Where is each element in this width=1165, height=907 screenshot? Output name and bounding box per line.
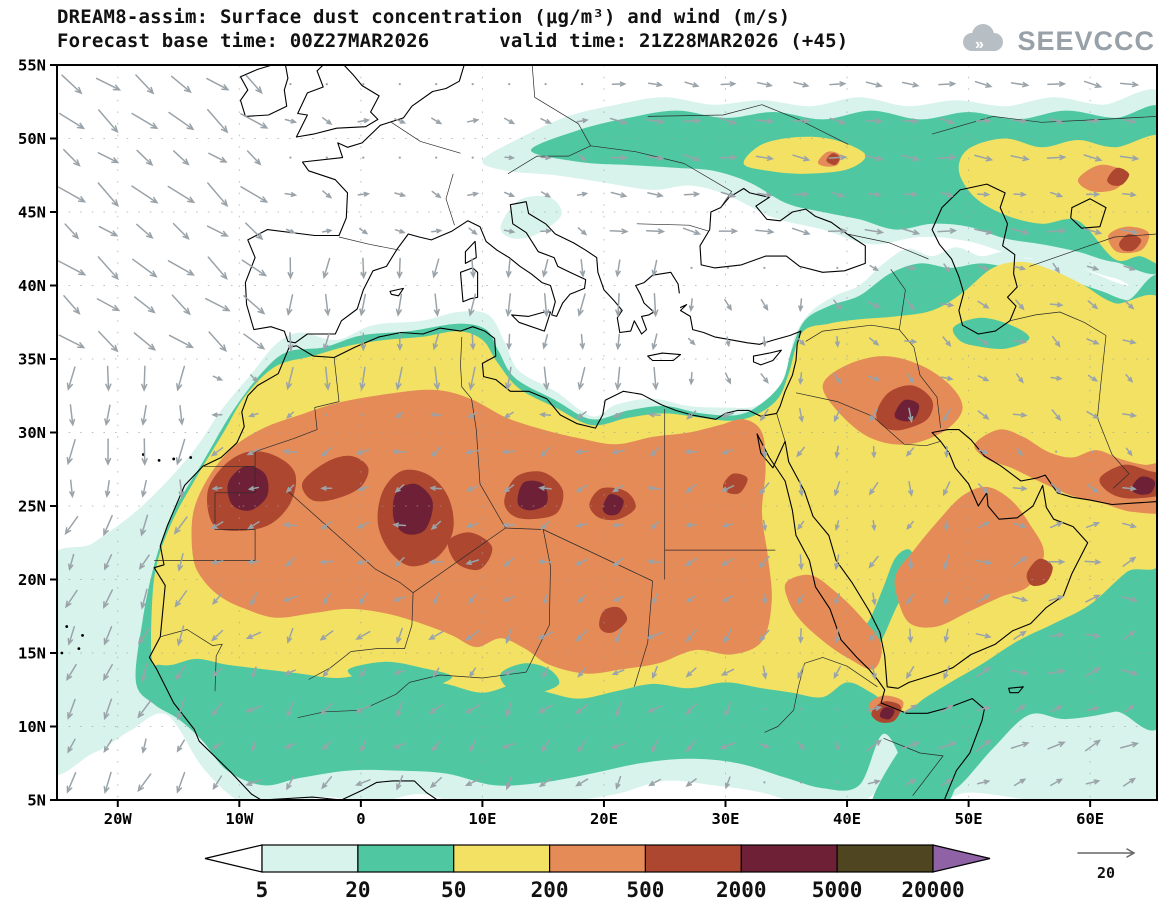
lon-tick-label: 40E bbox=[833, 810, 861, 828]
lat-tick-label: 50N bbox=[18, 130, 46, 148]
wind-reference-label: 20 bbox=[1097, 864, 1115, 882]
svg-text:»: » bbox=[975, 36, 984, 53]
colorbar-label: 50 bbox=[441, 878, 466, 902]
plot-title: DREAM8-assim: Surface dust concentration… bbox=[57, 6, 791, 28]
colorbar-label: 5000 bbox=[812, 878, 863, 902]
lat-tick-label: 5N bbox=[27, 792, 46, 810]
lon-axis: 20W 10W 0 10E 20E 30E 40E 50E 60E bbox=[104, 800, 1104, 828]
colorbar-label: 200 bbox=[531, 878, 569, 902]
lat-tick-label: 55N bbox=[18, 57, 46, 75]
map-area bbox=[57, 65, 1157, 800]
colorbar: 5 20 50 200 500 2000 5000 20000 bbox=[204, 844, 991, 902]
lat-axis: 55N 50N 45N 40N 35N 30N 25N 20N 15N 10N 5N bbox=[18, 57, 57, 810]
lat-tick-label: 20N bbox=[18, 571, 46, 589]
lon-tick-label: 0 bbox=[356, 810, 365, 828]
colorbar-label: 5 bbox=[256, 878, 269, 902]
cloud-icon: » bbox=[956, 22, 1010, 60]
lon-tick-label: 10E bbox=[468, 810, 496, 828]
lon-tick-label: 20W bbox=[104, 810, 133, 828]
wind-reference: 20 bbox=[1077, 848, 1136, 882]
seevccc-logo: » SEEVCCC bbox=[956, 22, 1155, 60]
logo-text: SEEVCCC bbox=[1017, 25, 1155, 56]
colorbar-label: 20000 bbox=[901, 878, 964, 902]
lat-tick-label: 15N bbox=[18, 645, 46, 663]
lat-tick-label: 30N bbox=[18, 424, 46, 442]
dust-shading bbox=[57, 89, 1157, 800]
lon-tick-label: 10W bbox=[225, 810, 254, 828]
colorbar-label: 500 bbox=[626, 878, 664, 902]
country-borders bbox=[154, 65, 1157, 796]
lat-tick-label: 10N bbox=[18, 718, 46, 736]
lat-tick-label: 25N bbox=[18, 498, 46, 516]
lat-tick-label: 40N bbox=[18, 277, 46, 295]
colorbar-label: 2000 bbox=[716, 878, 767, 902]
plot-subtitle: Forecast base time: 00Z27MAR2026 valid t… bbox=[57, 30, 849, 52]
lat-tick-label: 35N bbox=[18, 351, 46, 369]
lat-tick-label: 45N bbox=[18, 204, 46, 222]
lon-tick-label: 30E bbox=[712, 810, 740, 828]
lon-tick-label: 20E bbox=[590, 810, 618, 828]
lon-tick-label: 60E bbox=[1076, 810, 1104, 828]
colorbar-label: 20 bbox=[345, 878, 370, 902]
lon-tick-label: 50E bbox=[955, 810, 983, 828]
wind-vectors bbox=[57, 74, 1140, 795]
